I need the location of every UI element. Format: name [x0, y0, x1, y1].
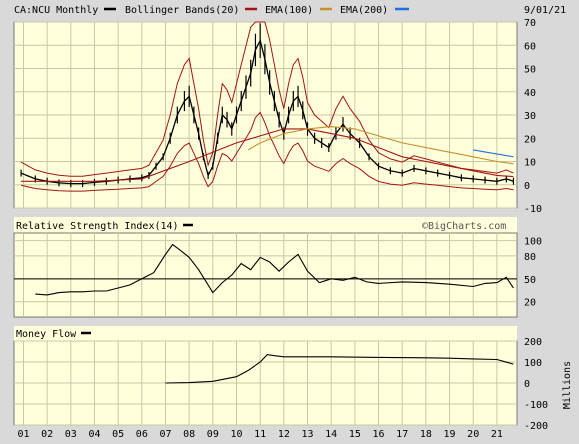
x-tick-01: 01: [17, 429, 29, 440]
y-tick-2--200: -200: [524, 421, 548, 432]
x-tick-03: 03: [65, 429, 77, 440]
x-tick-08: 08: [183, 429, 195, 440]
y-tick-2-100: 100: [524, 358, 542, 369]
series-price-0: [20, 38, 514, 185]
x-tick-20: 20: [467, 429, 479, 440]
series-rsi-0: [35, 243, 514, 296]
legend-ema200-label: EMA(200): [340, 5, 388, 16]
y-tick-2-200: 200: [524, 337, 542, 348]
series-price-3: [473, 149, 514, 158]
series-money_flow-0: [165, 354, 514, 384]
y-tick-0-10: 10: [524, 158, 536, 169]
chart-title: CA:NCU Monthly: [14, 5, 98, 16]
y-tick-0-0: 0: [524, 181, 530, 192]
x-tick-06: 06: [136, 429, 148, 440]
x-tick-18: 18: [420, 429, 432, 440]
x-tick-11: 11: [254, 429, 266, 440]
y-tick-2--100: -100: [524, 400, 548, 411]
y-tick-0-70: 70: [524, 18, 536, 29]
x-tick-17: 17: [396, 429, 408, 440]
series-price-2: [248, 126, 514, 165]
legend-bollinger-label: Bollinger Bands(20): [125, 5, 239, 16]
x-tick-12: 12: [278, 429, 290, 440]
rsi-panel-header: [14, 217, 517, 233]
y-tick-0-50: 50: [524, 65, 536, 76]
series-price-1: [21, 128, 514, 182]
y-tick-1-100: 100: [524, 237, 542, 248]
y-tick-0-40: 40: [524, 88, 536, 99]
y-tick-1-50: 50: [524, 275, 536, 286]
x-tick-19: 19: [444, 429, 456, 440]
x-tick-07: 07: [159, 429, 171, 440]
watermark: ©BigCharts.com: [422, 221, 506, 232]
y-tick-2-0: 0: [524, 379, 530, 390]
legend-ema100-label: EMA(100): [265, 5, 313, 16]
ticks-layer: 01 02 03 04 05 06 07 08 09 10 11 12 13 14 15 16 17 18 19 20…: [17, 18, 548, 440]
y-tick-0-60: 60: [524, 41, 536, 52]
rsi-title: Relative Strength Index(14): [16, 221, 179, 232]
y-tick-1-80: 80: [524, 252, 536, 263]
x-tick-15: 15: [349, 429, 361, 440]
y-tick-0--10: -10: [524, 204, 542, 215]
bollinger-upper: [20, 21, 514, 177]
series-layer: [14, 21, 517, 384]
x-tick-09: 09: [207, 429, 219, 440]
chart-date: 9/01/21: [524, 5, 566, 16]
y-tick-0-30: 30: [524, 111, 536, 122]
rsi-panel: [13, 232, 518, 318]
x-tick-21: 21: [491, 429, 503, 440]
x-tick-16: 16: [373, 429, 385, 440]
mf-title: Money Flow: [16, 329, 77, 340]
bollinger-lower: [20, 111, 514, 192]
x-tick-02: 02: [41, 429, 53, 440]
x-tick-04: 04: [88, 429, 100, 440]
x-tick-10: 10: [230, 429, 242, 440]
x-tick-05: 05: [112, 429, 124, 440]
x-tick-13: 13: [301, 429, 313, 440]
mf-panel-header: [14, 326, 517, 341]
y-tick-1-20: 20: [524, 298, 536, 309]
y-tick-0-20: 20: [524, 134, 536, 145]
mf-ylabel: Millions: [562, 361, 573, 409]
x-tick-14: 14: [325, 429, 337, 440]
